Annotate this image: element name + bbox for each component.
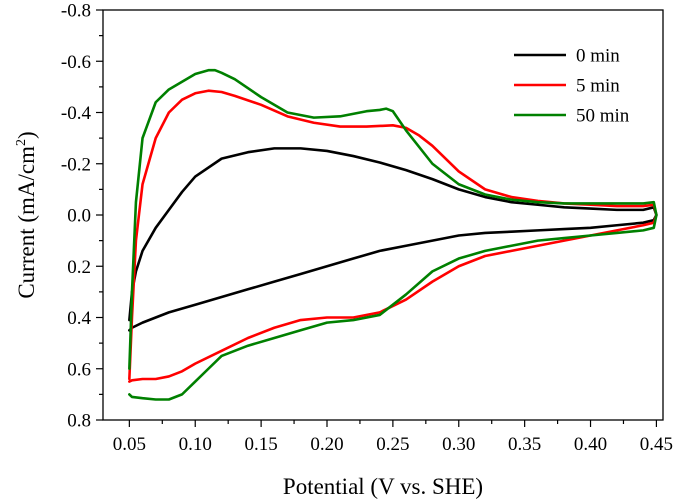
plot-frame xyxy=(102,9,664,421)
y-tick-label: -0.6 xyxy=(61,52,91,73)
legend-label-50-min: 50 min xyxy=(576,106,630,127)
x-axis-title: Potential (V vs. SHE) xyxy=(283,474,483,499)
x-tick-label: 0.25 xyxy=(376,434,409,455)
y-axis-title: Current (mA/cm2) xyxy=(14,131,39,298)
labels-layer: 0.05 0.10 0.15 0.20 0.25 0.30 0.35 0.40 0.45 -0.8… xyxy=(61,1,673,456)
y-tick-label: 0.2 xyxy=(67,257,91,278)
x-tick-label: 0.35 xyxy=(508,434,541,455)
legend-label-0-min: 0 min xyxy=(576,46,620,67)
y-axis-title-superscript: 2 xyxy=(14,139,29,146)
y-tick-label: 0.8 xyxy=(67,411,91,432)
x-tick-label: 0.40 xyxy=(574,434,607,455)
y-tick-label: -0.2 xyxy=(61,154,91,175)
x-tick-label: 0.15 xyxy=(244,434,277,455)
ticks-layer xyxy=(96,9,658,427)
y-axis-title-close: ) xyxy=(14,131,39,139)
legend-label-5-min: 5 min xyxy=(576,76,620,97)
y-tick-label: 0.4 xyxy=(67,308,91,329)
x-tick-label: 0.45 xyxy=(640,434,673,455)
y-axis-title-main: Current (mA/cm xyxy=(14,146,39,299)
y-tick-label: 0.6 xyxy=(67,359,91,380)
x-tick-label: 0.30 xyxy=(442,434,475,455)
y-tick-label: -0.4 xyxy=(61,103,92,124)
series-line-50-min xyxy=(128,68,658,401)
x-tick-label: 0.20 xyxy=(310,434,343,455)
series-line-0-min xyxy=(128,147,658,332)
series-line-5-min xyxy=(128,89,658,383)
legend: 0 min 5 min 50 min xyxy=(514,46,630,127)
y-tick-label: 0.0 xyxy=(67,206,91,227)
series-layer xyxy=(128,68,658,401)
y-tick-label: -0.8 xyxy=(61,1,91,22)
x-tick-label: 0.10 xyxy=(179,434,212,455)
x-tick-label: 0.05 xyxy=(113,434,146,455)
